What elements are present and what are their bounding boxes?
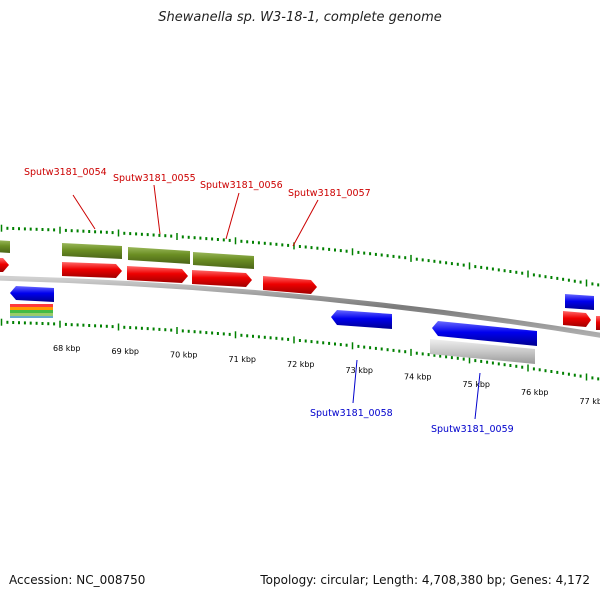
gene-label-0057[interactable]: Sputw3181_0057 xyxy=(288,188,371,199)
scale-tick-label: 72 kbp xyxy=(287,360,315,369)
cds-arrow-forward[interactable] xyxy=(127,266,188,283)
scale-tick-label: 68 kbp xyxy=(53,344,81,353)
genome-backbone xyxy=(0,275,600,338)
accession-label: Accession: NC_008750 xyxy=(9,573,146,587)
gene-label-0056[interactable]: Sputw3181_0056 xyxy=(200,180,283,191)
gene-label-0055[interactable]: Sputw3181_0055 xyxy=(113,173,196,184)
pseudogene-bar[interactable] xyxy=(430,339,535,364)
scale-tick-label: 77 kbp xyxy=(580,397,600,406)
reverse-tick-track xyxy=(0,318,600,381)
forward-tick-track xyxy=(0,224,600,287)
cds-arrow-reverse[interactable] xyxy=(565,294,594,310)
genome-title: Shewanella sp. W3-18-1, complete genome xyxy=(158,10,442,25)
scale-tick-label: 69 kbp xyxy=(112,347,140,356)
rna-feature-stack[interactable] xyxy=(10,304,53,318)
cds-arrow-forward[interactable] xyxy=(263,276,317,294)
cds-arrow-forward[interactable] xyxy=(62,262,122,278)
scale-tick-label: 76 kbp xyxy=(521,388,549,397)
scale-tick-label: 74 kbp xyxy=(404,372,432,381)
gene-label-0059[interactable]: Sputw3181_0059 xyxy=(431,424,514,435)
scale-tick-label: 75 kbp xyxy=(463,380,491,389)
scale-tick-label: 70 kbp xyxy=(170,351,198,360)
forward-cds-track xyxy=(0,258,600,330)
gene-label-0058[interactable]: Sputw3181_0058 xyxy=(310,408,393,419)
gene-bar[interactable] xyxy=(128,247,190,264)
gene-bar[interactable] xyxy=(62,243,122,259)
cds-arrow-reverse[interactable] xyxy=(10,286,54,302)
cds-arrow-forward[interactable] xyxy=(596,316,600,330)
cds-arrow-reverse[interactable] xyxy=(331,310,392,329)
gene-bar-track xyxy=(0,240,254,269)
gene-label-0054[interactable]: Sputw3181_0054 xyxy=(24,167,107,178)
scale-tick-label: 73 kbp xyxy=(346,366,374,375)
cds-arrow-reverse[interactable] xyxy=(432,321,537,346)
cds-arrow-forward[interactable] xyxy=(192,270,252,287)
gene-bar[interactable] xyxy=(193,252,254,269)
scale-tick-labels: 68 kbp 69 kbp 70 kbp 71 kbp 72 kbp 73 kbp 74 k… xyxy=(53,344,600,406)
genome-summary-label: Topology: circular; Length: 4,708,380 bp… xyxy=(260,573,590,587)
gene-label-leaders xyxy=(72,184,481,420)
gene-bar[interactable] xyxy=(0,240,10,253)
cds-arrow-forward[interactable] xyxy=(563,311,591,327)
scale-tick-label: 71 kbp xyxy=(229,355,257,364)
cds-arrow-forward[interactable] xyxy=(0,258,9,272)
reverse-cds-track xyxy=(10,286,594,346)
